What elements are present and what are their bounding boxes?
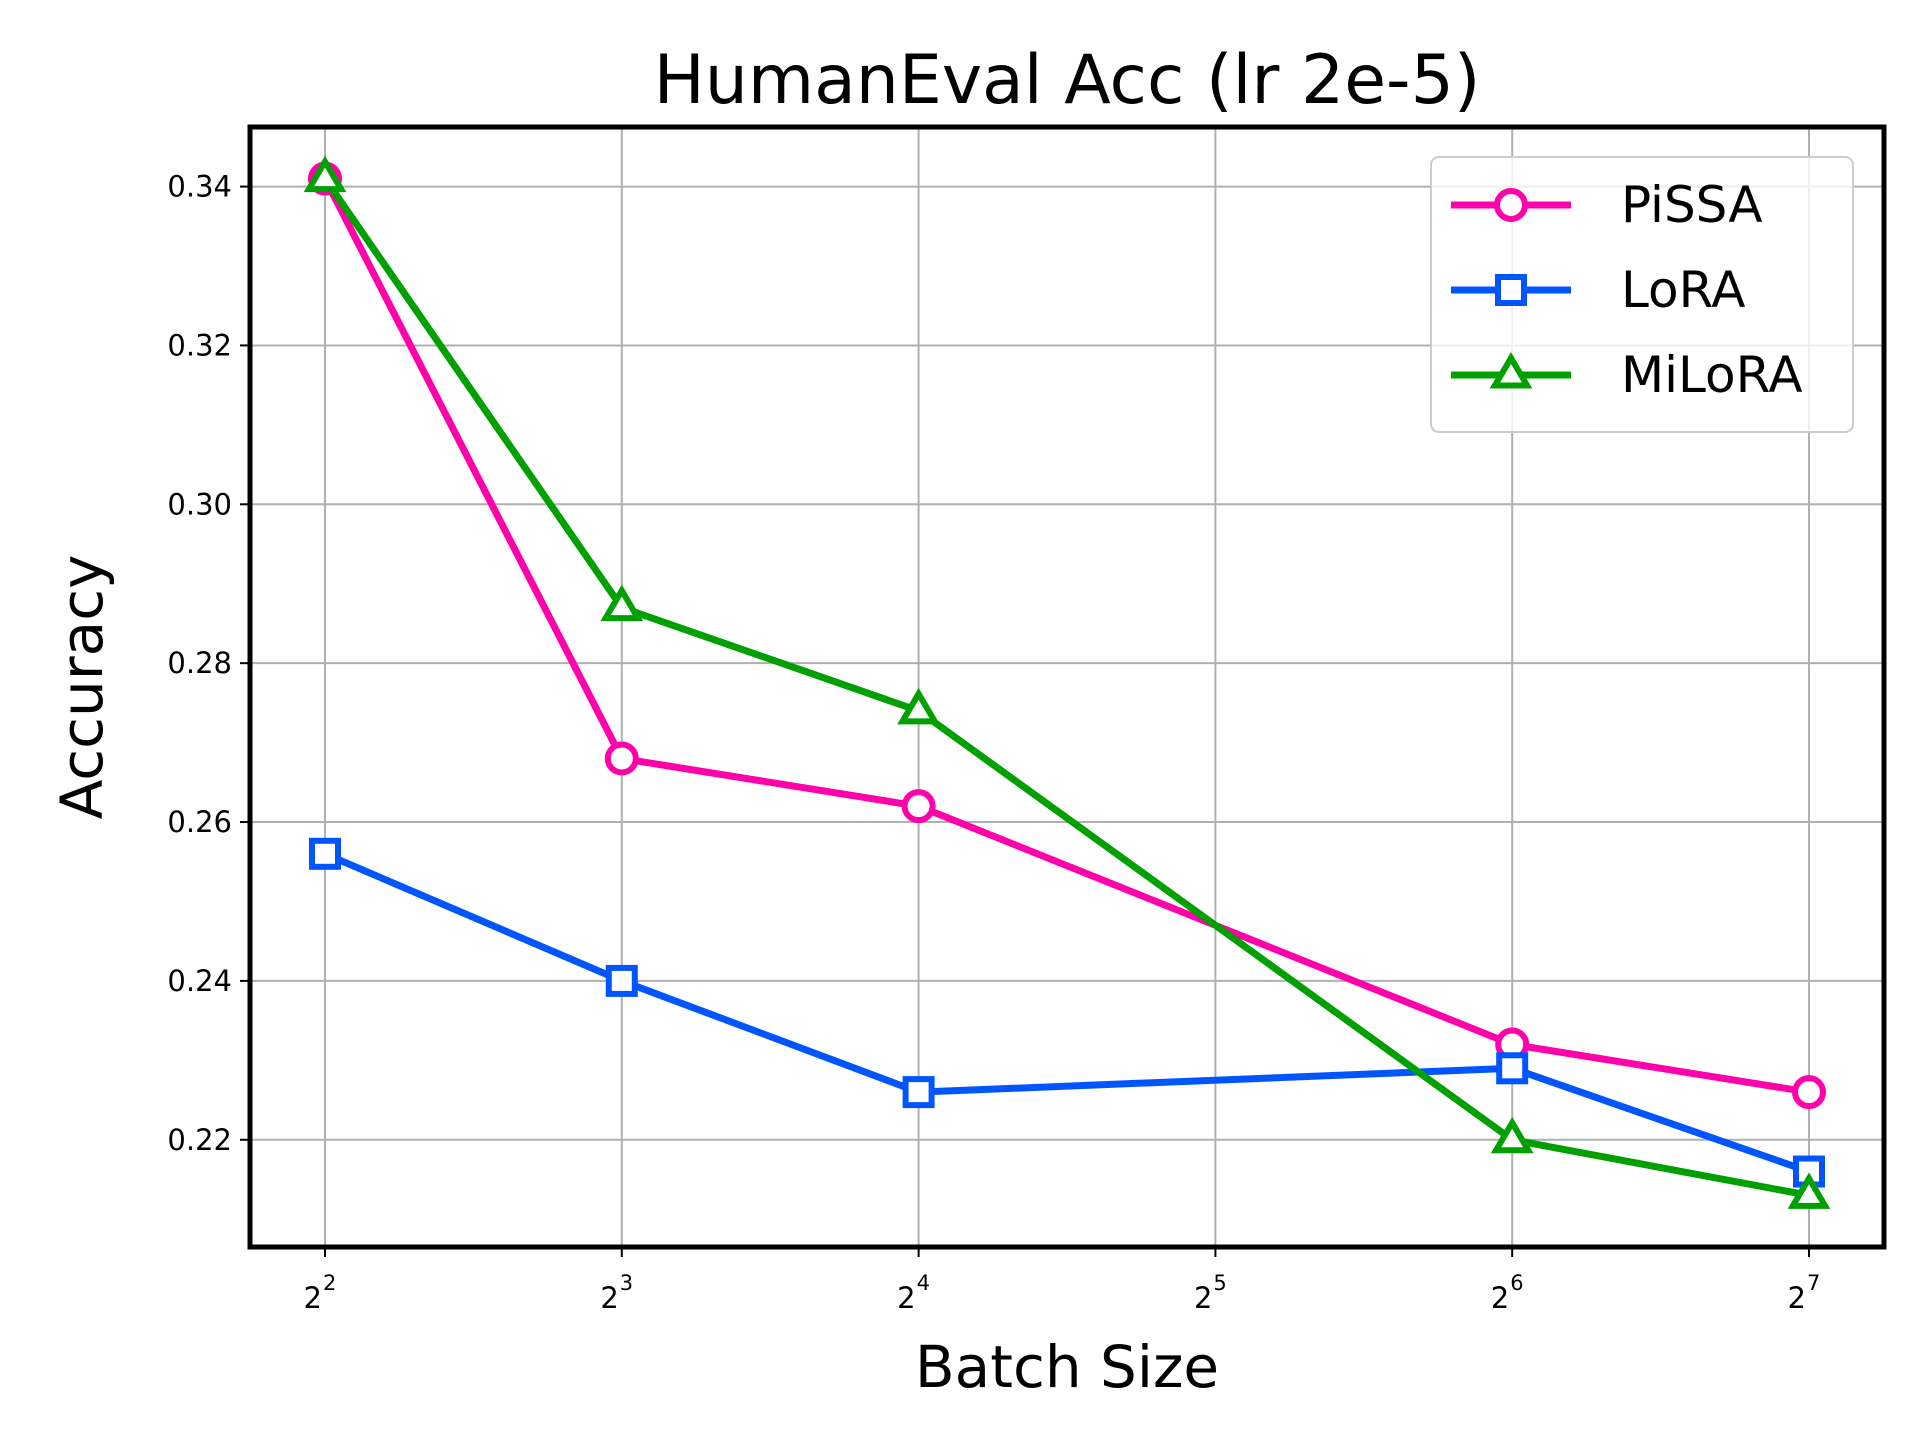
data-point-milora xyxy=(1490,1116,1534,1154)
y-tick-label: 0.28 xyxy=(167,646,232,680)
x-tick-base: 2 xyxy=(897,1281,915,1315)
data-point-pissa xyxy=(1792,1075,1826,1110)
legend-label-milora: MiLoRA xyxy=(1621,346,1803,404)
x-tick-exponent: 2 xyxy=(323,1271,336,1295)
x-axis-title: Batch Size xyxy=(915,1333,1219,1401)
legend-marker-lora xyxy=(1495,274,1527,306)
x-tick-base: 2 xyxy=(1788,1281,1806,1315)
x-tick-exponent: 7 xyxy=(1807,1271,1820,1295)
legend-box xyxy=(1430,156,1854,433)
data-point-milora xyxy=(303,155,347,193)
data-point-milora xyxy=(897,687,940,725)
legend-label-lora: LoRA xyxy=(1621,261,1746,319)
legend-entry-lora: LoRA xyxy=(1451,261,1746,319)
x-tick-base: 2 xyxy=(1491,1281,1509,1315)
y-tick-label: 0.34 xyxy=(167,170,232,204)
y-axis-title: Accuracy xyxy=(48,555,116,820)
series-lora xyxy=(309,837,1825,1188)
data-point-lora xyxy=(902,1076,935,1109)
data-point-lora xyxy=(1496,1052,1529,1085)
data-point-milora xyxy=(1787,1172,1831,1209)
x-tick-base: 2 xyxy=(1194,1281,1212,1315)
data-point-milora xyxy=(600,584,644,622)
x-tick-base: 2 xyxy=(600,1281,618,1315)
legend-marker-milora xyxy=(1489,352,1533,389)
data-point-lora xyxy=(605,964,638,997)
x-tick-exponent: 3 xyxy=(620,1271,633,1295)
legend-label-pissa: PiSSA xyxy=(1621,176,1763,234)
y-tick-label: 0.24 xyxy=(167,964,232,998)
x-tick-exponent: 5 xyxy=(1213,1271,1226,1295)
data-point-lora xyxy=(309,837,341,870)
legend-marker-pissa xyxy=(1494,188,1528,222)
series-milora xyxy=(303,155,1831,1209)
y-tick-label: 0.32 xyxy=(167,328,232,362)
series-layer xyxy=(303,155,1831,1209)
plot-frame xyxy=(247,124,1887,1250)
x-tick-exponent: 4 xyxy=(917,1271,930,1295)
x-tick-exponent: 6 xyxy=(1510,1271,1523,1295)
legend-entry-pissa: PiSSA xyxy=(1451,176,1763,234)
data-point-pissa xyxy=(901,789,936,824)
legend-entry-milora: MiLoRA xyxy=(1451,346,1803,404)
y-tick-label: 0.30 xyxy=(167,487,232,521)
y-tick-label: 0.22 xyxy=(167,1123,232,1157)
y-tick-label: 0.26 xyxy=(167,805,232,839)
axes: 0.220.240.260.280.300.320.342 2 2 3 2 4 2 5 2 6 2 7 xyxy=(167,170,1820,1315)
chart-title: HumanEval Acc (lr 2e-5) xyxy=(654,41,1481,120)
data-point-pissa xyxy=(604,741,639,776)
legend: PiSSA LoRA MiLoRA xyxy=(1430,156,1854,433)
x-tick-base: 2 xyxy=(304,1281,322,1315)
